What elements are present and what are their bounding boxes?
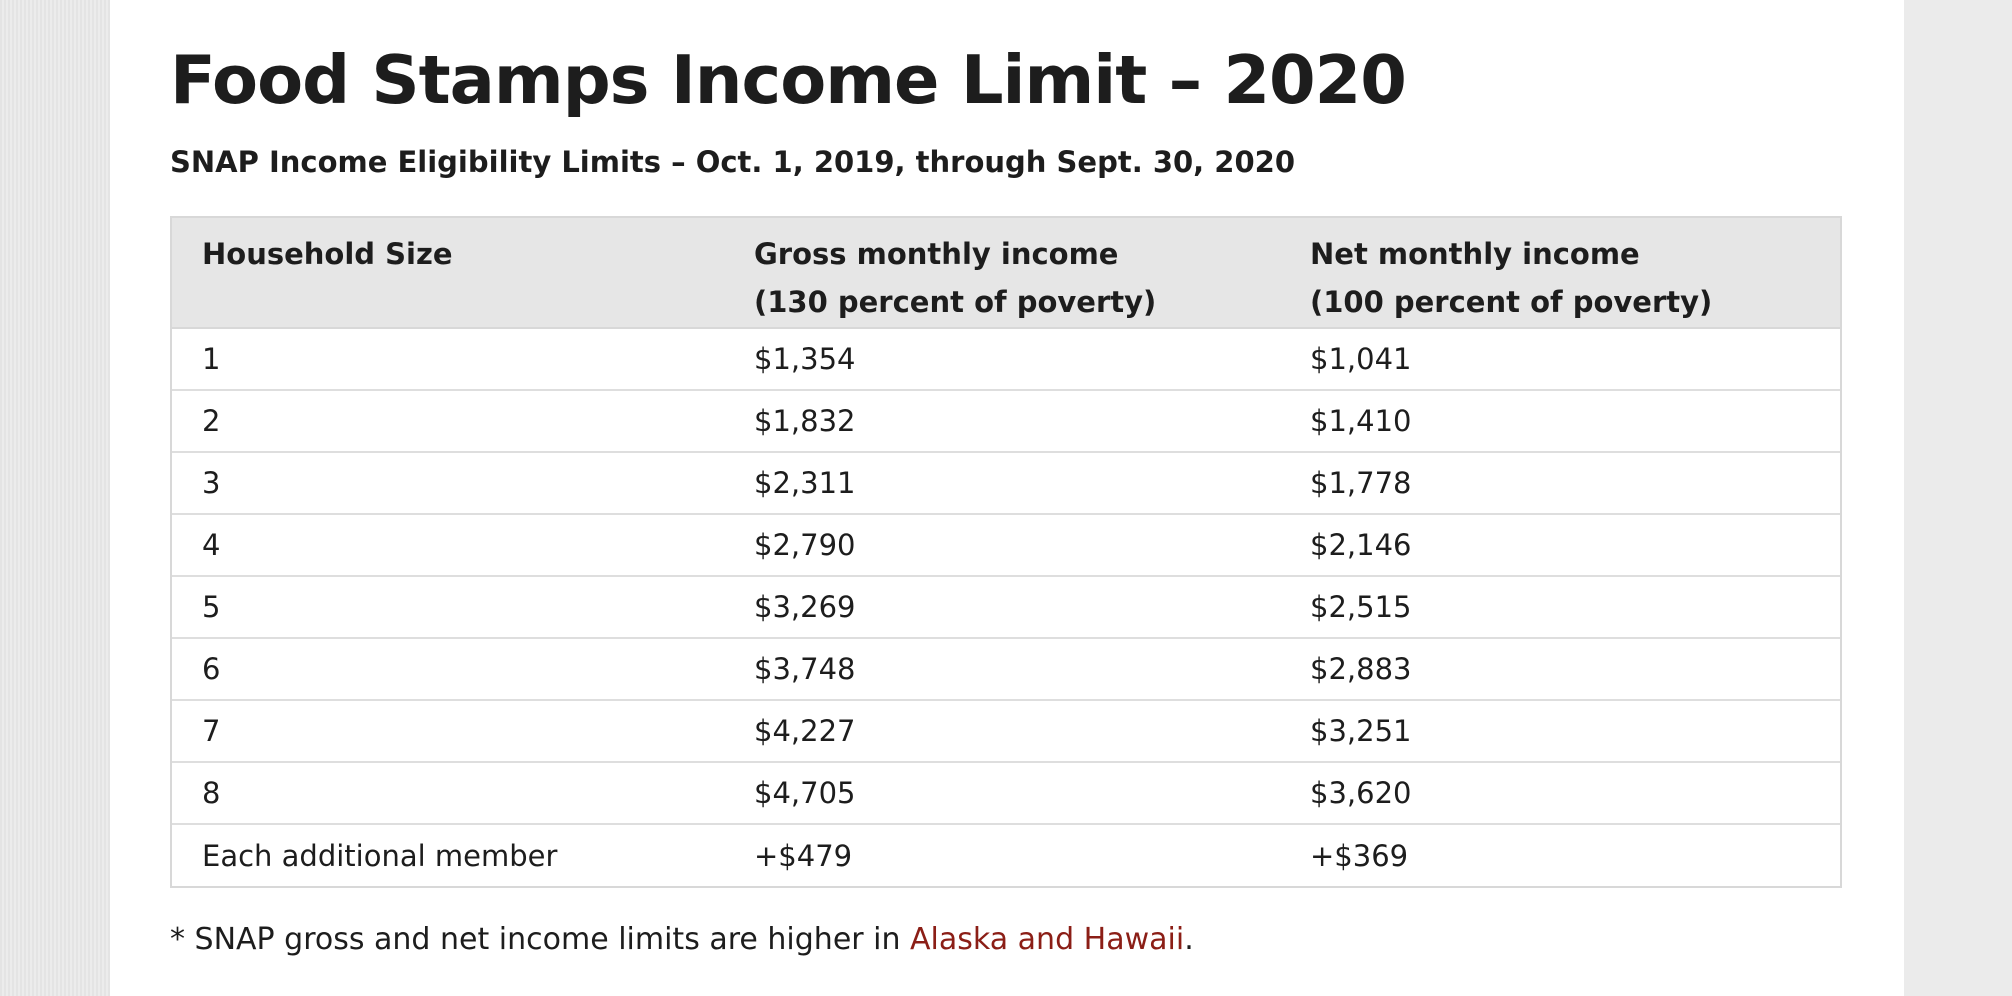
income-limits-table: Household Size Gross monthly income (130… bbox=[172, 218, 1840, 886]
cell-household-size: 6 bbox=[202, 652, 221, 686]
header-household-size: Household Size bbox=[172, 218, 724, 329]
cell-net-income: $3,251 bbox=[1310, 714, 1412, 748]
table-row: 4 $2,790 $2,146 bbox=[172, 514, 1840, 576]
cell-household-size: 7 bbox=[202, 714, 221, 748]
table-row: 7 $4,227 $3,251 bbox=[172, 700, 1840, 762]
table-row: 2 $1,832 $1,410 bbox=[172, 390, 1840, 452]
table-row: Each additional member +$479 +$369 bbox=[172, 824, 1840, 886]
income-limits-table-container: Household Size Gross monthly income (130… bbox=[170, 216, 1842, 888]
cell-net-income: $2,515 bbox=[1310, 590, 1412, 624]
table-row: 8 $4,705 $3,620 bbox=[172, 762, 1840, 824]
cell-gross-income: +$479 bbox=[754, 838, 853, 873]
cell-gross-income: $2,790 bbox=[754, 528, 856, 562]
cell-gross-income: $3,748 bbox=[754, 652, 856, 686]
cell-gross-income: $3,269 bbox=[754, 590, 856, 624]
cell-gross-income: $1,832 bbox=[754, 404, 856, 438]
footnote-text: * SNAP gross and net income limits are h… bbox=[170, 922, 911, 957]
cell-net-income: $1,410 bbox=[1310, 404, 1412, 438]
header-gross-income: Gross monthly income (130 percent of pov… bbox=[724, 218, 1280, 329]
table-row: 6 $3,748 $2,883 bbox=[172, 638, 1840, 700]
page-title: Food Stamps Income Limit – 2020 bbox=[170, 41, 1407, 119]
cell-gross-income: $4,705 bbox=[754, 776, 856, 810]
page-subtitle: SNAP Income Eligibility Limits – Oct. 1,… bbox=[170, 145, 1295, 179]
footnote-end: . bbox=[1184, 922, 1194, 957]
table-row: 1 $1,354 $1,041 bbox=[172, 328, 1840, 390]
table-header-row: Household Size Gross monthly income (130… bbox=[172, 218, 1840, 329]
cell-household-size: 3 bbox=[202, 466, 221, 500]
cell-net-income: $2,883 bbox=[1310, 652, 1412, 686]
cell-household-size: 5 bbox=[202, 590, 221, 624]
header-net-income: Net monthly income (100 percent of pover… bbox=[1280, 218, 1840, 329]
cell-gross-income: $4,227 bbox=[754, 714, 856, 748]
right-gutter bbox=[1904, 0, 2012, 996]
cell-household-size: 4 bbox=[202, 528, 221, 562]
cell-gross-income: $1,354 bbox=[754, 342, 856, 376]
cell-net-income: $3,620 bbox=[1310, 776, 1412, 810]
cell-net-income: $2,146 bbox=[1310, 528, 1412, 562]
cell-net-income: $1,041 bbox=[1310, 342, 1412, 376]
table-row: 5 $3,269 $2,515 bbox=[172, 576, 1840, 638]
cell-net-income: +$369 bbox=[1310, 838, 1409, 873]
cell-gross-income: $2,311 bbox=[754, 466, 856, 500]
cell-household-size: 8 bbox=[202, 776, 221, 810]
cell-household-size: 2 bbox=[202, 404, 221, 438]
cell-net-income: $1,778 bbox=[1310, 466, 1412, 500]
cell-household-size: 1 bbox=[202, 342, 221, 376]
article-content: Food Stamps Income Limit – 2020 SNAP Inc… bbox=[110, 0, 1904, 996]
cell-household-size: Each additional member bbox=[202, 838, 558, 873]
footnote: * SNAP gross and net income limits are h… bbox=[170, 920, 1194, 960]
alaska-hawaii-link[interactable]: Alaska and Hawaii bbox=[910, 922, 1185, 957]
table-row: 3 $2,311 $1,778 bbox=[172, 452, 1840, 514]
